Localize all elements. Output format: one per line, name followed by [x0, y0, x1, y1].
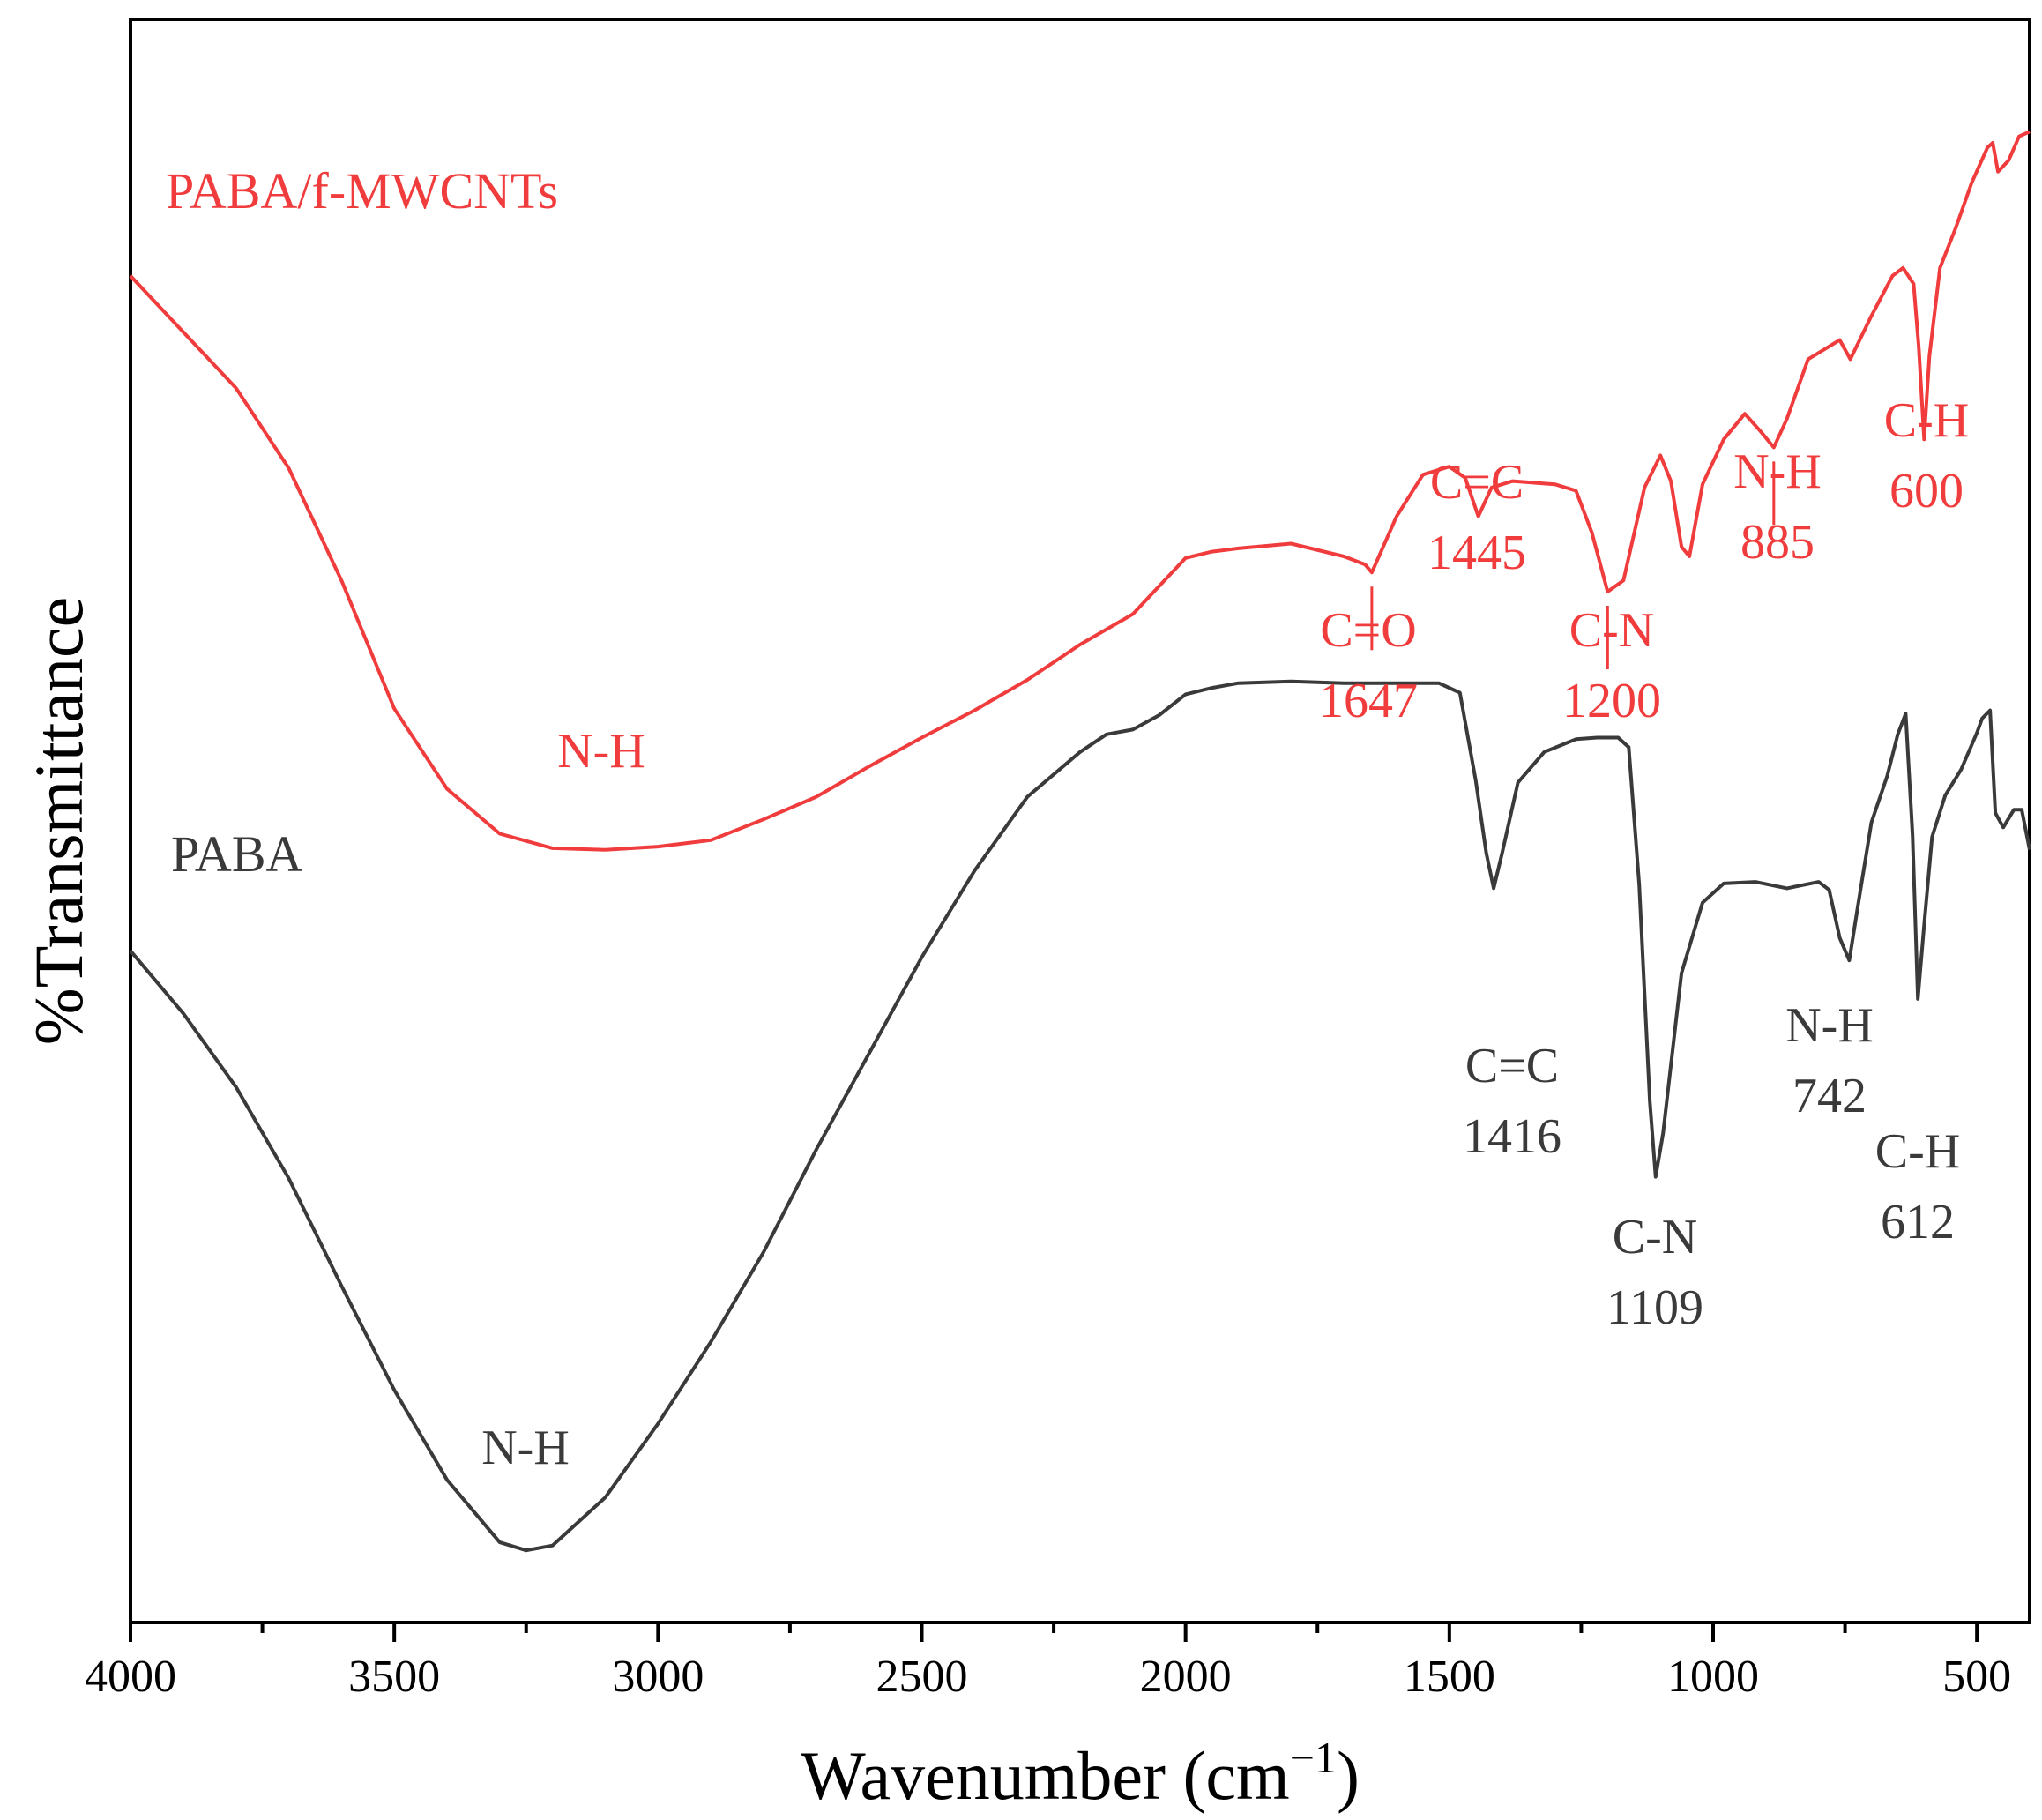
x-axis-title-superscript: −1	[1290, 1733, 1337, 1782]
x-tick-label: 2000	[1140, 1652, 1232, 1702]
x-axis-title-close: )	[1337, 1737, 1360, 1814]
peak-label: C-H	[1884, 393, 1969, 448]
x-tick-label: 1500	[1404, 1652, 1495, 1702]
peak-wavenumber: 1647	[1319, 674, 1418, 728]
plot-frame	[129, 18, 2031, 1624]
peak-label: C=C	[1465, 1039, 1559, 1093]
peak-label: N-H	[1785, 998, 1874, 1053]
x-axis-ticks: 4000 3500 3000 2500 2000 1500 1000 500	[85, 1622, 2011, 1702]
series-and-peak-labels: PABA/f-MWCNTs PABA N-H C=O 1647 C=C 1445 C-N 120…	[166, 162, 1969, 1475]
series-line-1	[129, 679, 2031, 1553]
x-tick-label: 4000	[85, 1652, 176, 1702]
x-tick-label: 500	[1942, 1652, 2011, 1702]
x-tick-label: 2500	[876, 1652, 968, 1702]
series-label: PABA	[171, 825, 303, 883]
x-axis-title-main: Wavenumber (cm	[801, 1737, 1290, 1814]
peak-leader-lines	[1370, 461, 1776, 670]
peak-wavenumber: 1445	[1427, 526, 1526, 580]
peak-wavenumber: 742	[1792, 1069, 1867, 1123]
peak-wavenumber: 1109	[1606, 1280, 1703, 1335]
series-lines	[129, 130, 2031, 1553]
x-axis-title: Wavenumber (cm−1)	[801, 1733, 1360, 1814]
peak-wavenumber: 885	[1740, 515, 1815, 570]
peak-wavenumber: 600	[1889, 464, 1964, 518]
peak-label: C=O	[1320, 603, 1416, 658]
peak-label: N-H	[481, 1421, 570, 1475]
peak-label: C-N	[1569, 603, 1654, 658]
series-label: PABA/f-MWCNTs	[166, 162, 558, 220]
peak-wavenumber: 612	[1881, 1195, 1955, 1249]
x-tick-label: 3500	[348, 1652, 440, 1702]
y-axis-title: %Transmittance	[20, 597, 97, 1045]
peak-wavenumber: 1416	[1463, 1109, 1561, 1164]
peak-label: C=C	[1430, 455, 1524, 510]
peak-label: C-H	[1875, 1124, 1960, 1179]
x-tick-label: 1000	[1667, 1652, 1759, 1702]
peak-wavenumber: 1200	[1562, 674, 1661, 728]
x-tick-label: 3000	[612, 1652, 704, 1702]
series-line-0	[129, 130, 2031, 852]
peak-label: C-N	[1613, 1210, 1697, 1264]
peak-label: N-H	[557, 724, 645, 779]
peak-label: N-H	[1733, 444, 1822, 499]
